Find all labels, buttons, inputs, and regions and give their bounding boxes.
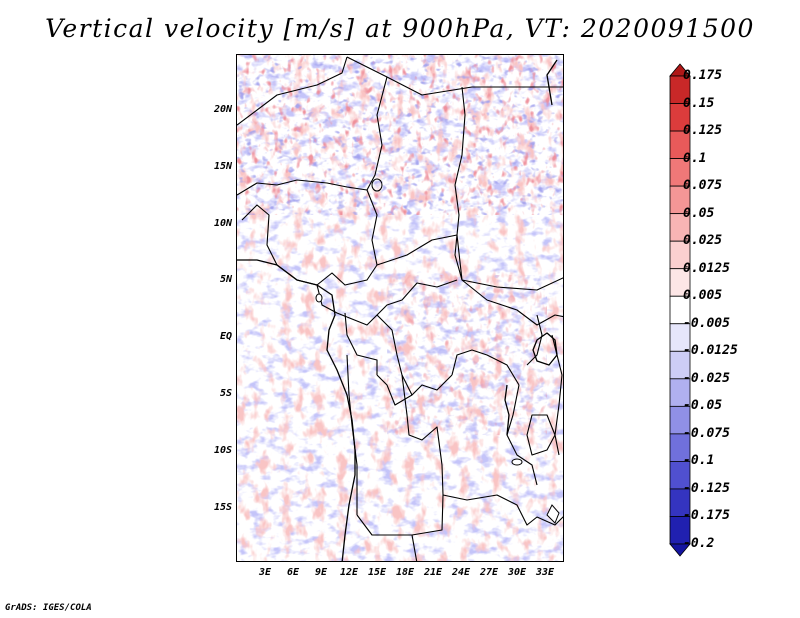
chart-title: Vertical velocity [m/s] at 900hPa, VT: 2… xyxy=(45,14,755,43)
lon-label: 12E xyxy=(339,567,359,578)
colorbar-level-label: -0.2 xyxy=(683,536,715,551)
colorbar-level-label: 0.05 xyxy=(683,205,715,221)
lat-label: 5N xyxy=(219,274,232,285)
coastline xyxy=(237,59,558,561)
country-borders xyxy=(237,56,563,561)
lon-label: 21E xyxy=(423,567,443,578)
lon-label: 6E xyxy=(286,567,300,578)
colorbar-level-label: 0.125 xyxy=(683,123,723,139)
lon-label: 33E xyxy=(535,567,555,578)
colorbar-level-label: -0.025 xyxy=(683,370,730,386)
credit-label: GrADS: IGES/COLA xyxy=(5,603,92,613)
lon-label: 3E xyxy=(258,567,272,578)
velocity-field-map xyxy=(237,55,563,561)
lon-label: 18E xyxy=(395,567,415,578)
lat-label: 15N xyxy=(213,161,232,172)
lon-label: 30E xyxy=(507,567,527,578)
lat-label: 10N xyxy=(213,218,232,229)
colorbar-level-label: 0.005 xyxy=(683,288,723,304)
colorbar-level-label: -0.125 xyxy=(683,480,730,496)
colorbar-level-label: 0.075 xyxy=(683,178,723,194)
colorbar-level-label: -0.075 xyxy=(683,425,730,441)
colorbar-level-label: -0.05 xyxy=(683,398,723,414)
lon-label: 15E xyxy=(367,567,387,578)
lat-label: 10S xyxy=(213,445,232,456)
lon-label: 24E xyxy=(451,567,471,578)
colorbar-level-label: 0.0125 xyxy=(683,260,730,276)
colorbar-level-label: -0.005 xyxy=(683,315,730,331)
lon-label: 9E xyxy=(314,567,328,578)
lat-label: 20N xyxy=(213,104,232,115)
lat-label: 5S xyxy=(219,388,232,399)
colorbar-level-label: 0.15 xyxy=(683,95,715,111)
colorbar-level-label: -0.1 xyxy=(683,453,715,469)
colorbar-level-label: 0.1 xyxy=(683,150,707,166)
colorbar-level-label: 0.175 xyxy=(683,68,723,83)
lon-label: 27E xyxy=(479,567,499,578)
colorbar-level-label: -0.175 xyxy=(683,508,730,524)
lat-label: EQ xyxy=(219,331,232,342)
field-shading-north xyxy=(237,55,563,215)
lakes xyxy=(315,178,560,524)
field-shading-center xyxy=(387,275,547,435)
map-panel xyxy=(236,54,564,562)
colorbar-level-label: 0.025 xyxy=(683,233,723,249)
colorbar-level-label: -0.0125 xyxy=(683,343,738,359)
lat-label: 15S xyxy=(213,502,232,513)
